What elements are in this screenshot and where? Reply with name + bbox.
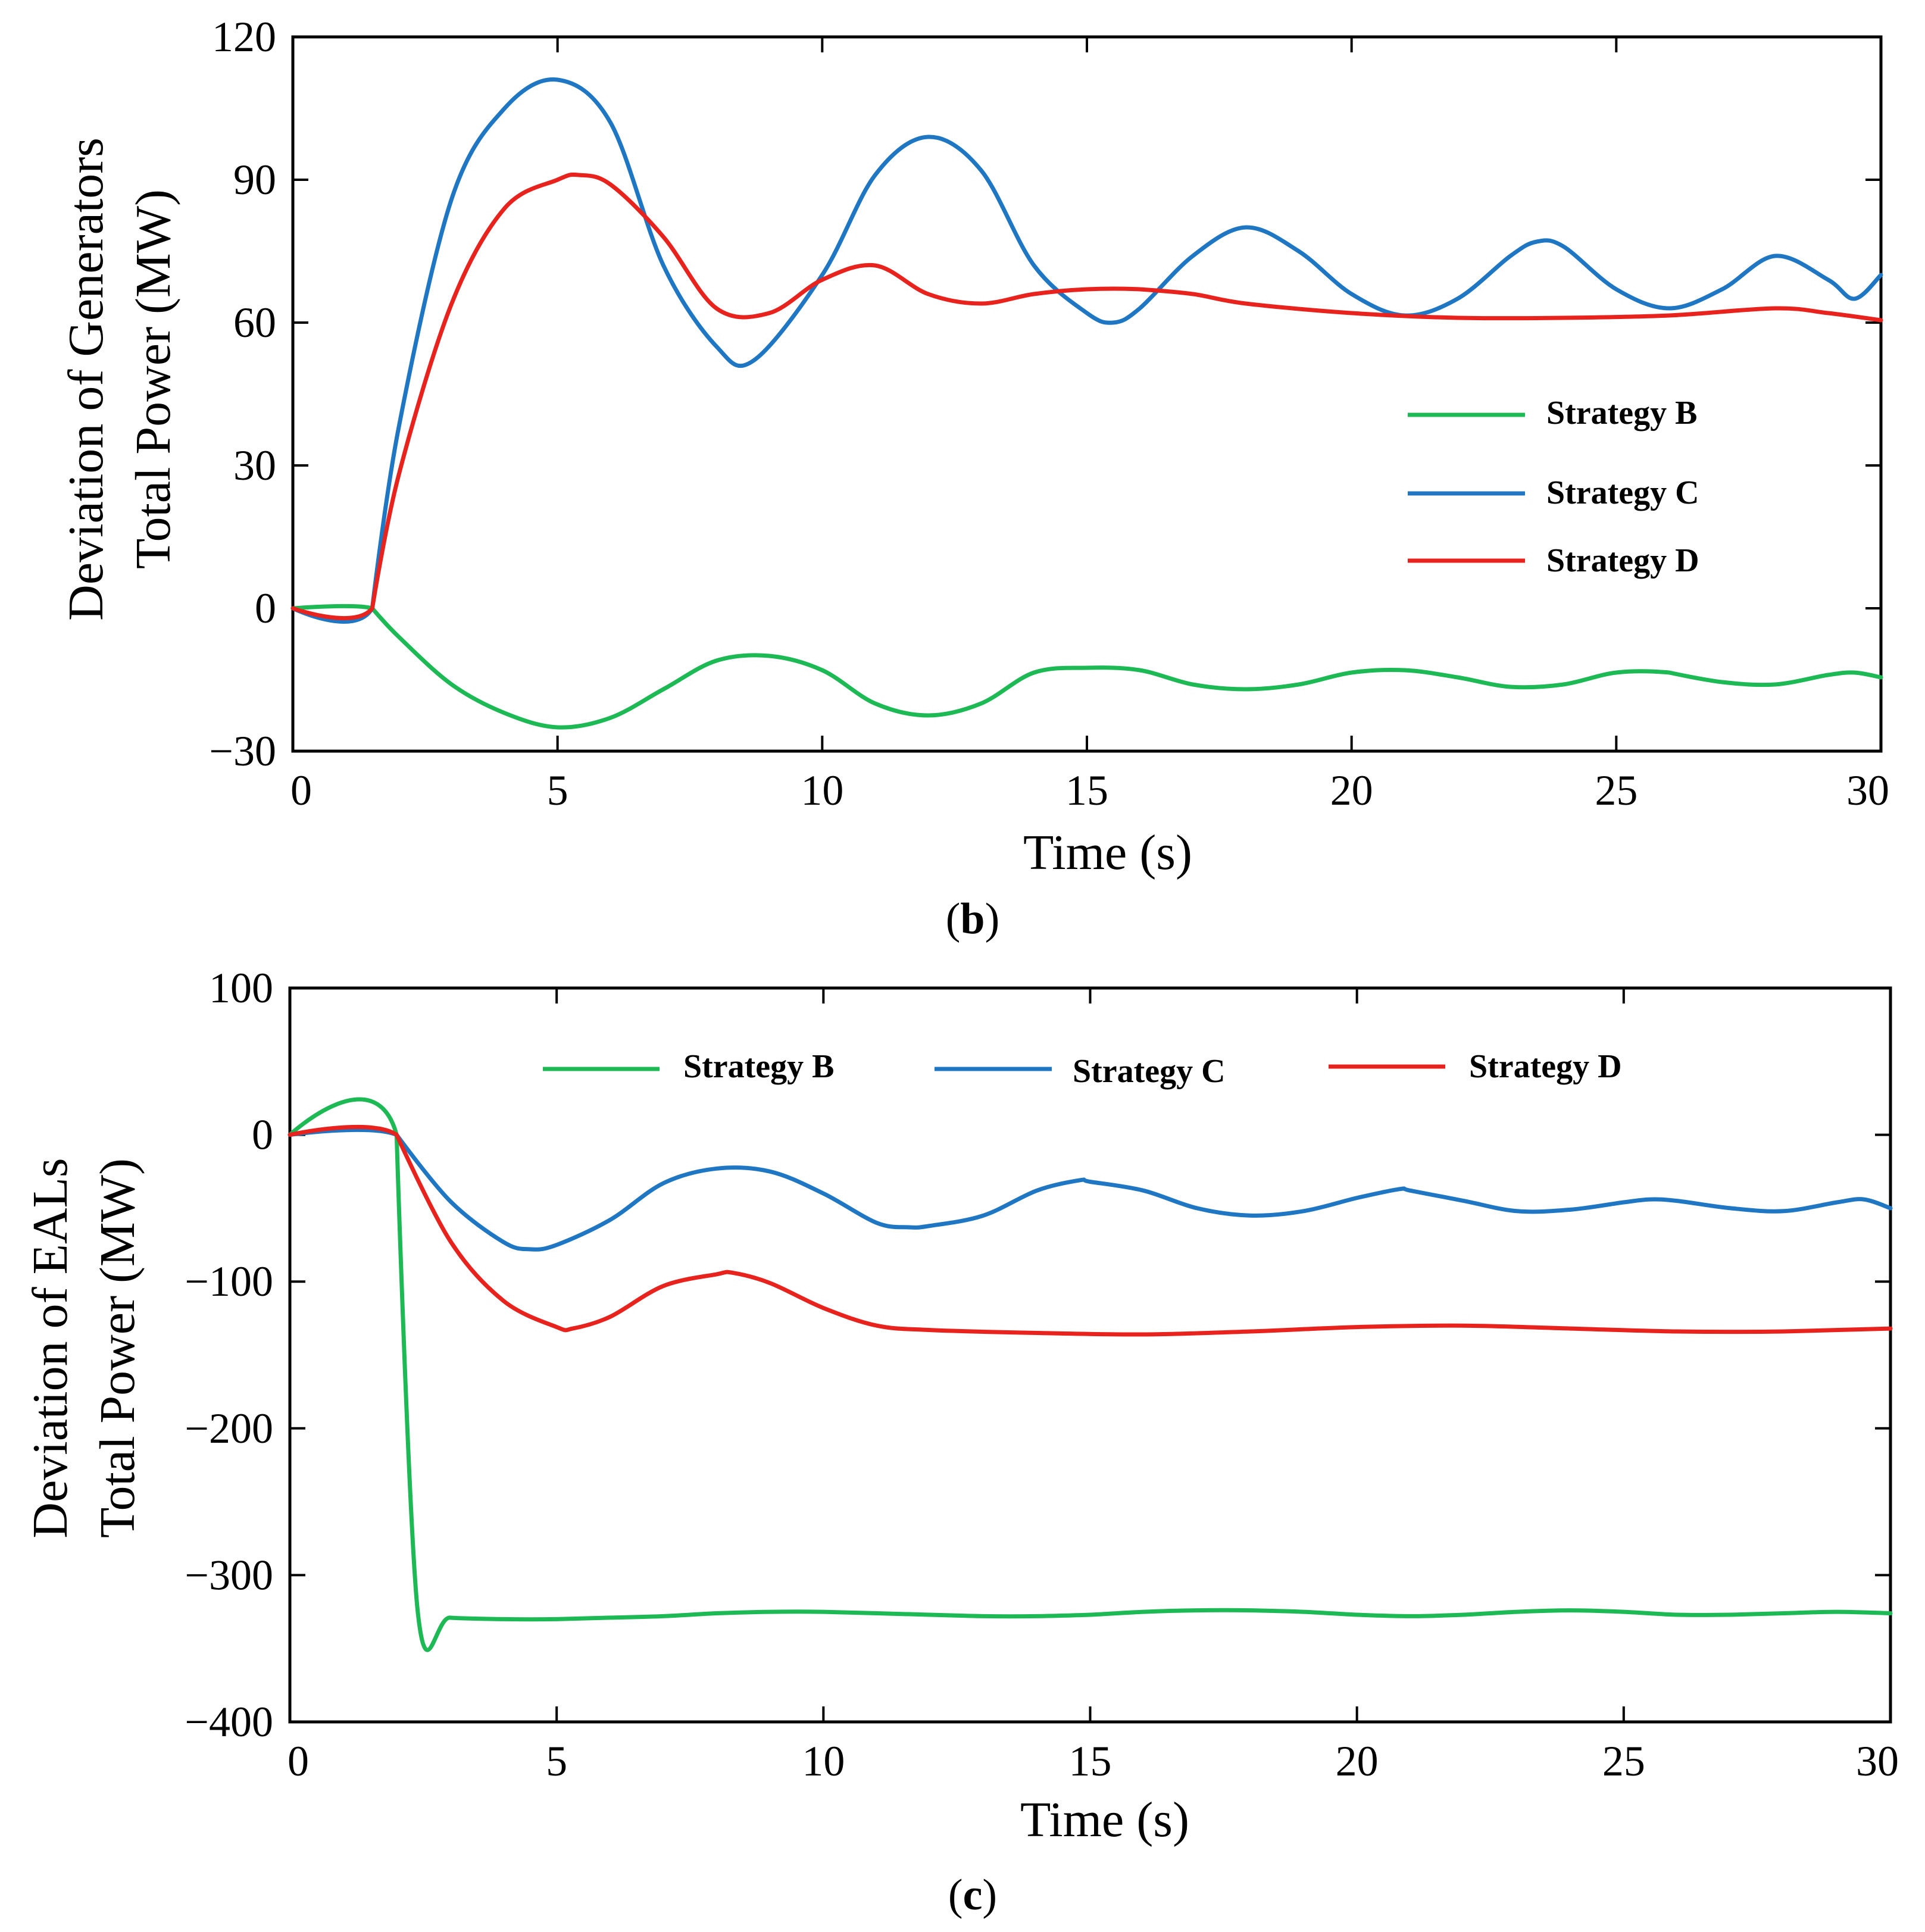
x-tick-label: 25 bbox=[1595, 767, 1638, 814]
chart-b: −30 0 30 60 90 120 0 5 10 15 20 25 30 Strategy B St… bbox=[58, 13, 1889, 943]
x-tick-label: 0 bbox=[288, 1737, 309, 1785]
y-axis-label-line1: Deviation of EALs bbox=[23, 1158, 78, 1538]
x-axis-label: Time (s) bbox=[1020, 1792, 1189, 1847]
y-tick-label: −400 bbox=[185, 1698, 273, 1746]
y-tick-label: 90 bbox=[233, 156, 276, 204]
caption-close: ) bbox=[982, 1871, 997, 1920]
chart-caption: (b) bbox=[946, 895, 999, 943]
x-tick-label: 25 bbox=[1602, 1737, 1645, 1785]
x-tick-label: 10 bbox=[802, 1737, 845, 1785]
x-tick-label: 10 bbox=[801, 767, 843, 814]
y-tick-label: 0 bbox=[252, 1111, 273, 1159]
series-line-strategy-c bbox=[290, 77, 1883, 624]
series-line-strategy-d bbox=[290, 172, 1883, 621]
y-tick-label: 100 bbox=[209, 964, 273, 1012]
legend-label-strategy-b: Strategy B bbox=[1546, 395, 1698, 432]
y-tick-label: −300 bbox=[185, 1551, 273, 1599]
caption-letter: b bbox=[960, 895, 985, 943]
y-axis-ticks: −30 0 30 60 90 120 bbox=[209, 13, 1881, 775]
chart-c: −400 −300 −200 −100 0 100 0 5 10 15 20 25 30 Strate… bbox=[23, 964, 1899, 1920]
caption-close: ) bbox=[985, 895, 1000, 943]
legend-label-strategy-d: Strategy D bbox=[1469, 1048, 1622, 1085]
y-tick-label: −100 bbox=[185, 1258, 273, 1305]
y-tick-label: −200 bbox=[185, 1405, 273, 1452]
caption-open: ( bbox=[948, 1871, 963, 1920]
x-tick-label: 30 bbox=[1856, 1737, 1899, 1785]
legend-label-strategy-d: Strategy D bbox=[1546, 542, 1699, 579]
x-axis-ticks: 0 5 10 15 20 25 30 bbox=[288, 988, 1899, 1785]
x-tick-label: 20 bbox=[1336, 1737, 1379, 1785]
legend-label-strategy-c: Strategy C bbox=[1073, 1053, 1226, 1090]
legend: Strategy B Strategy C Strategy D bbox=[1408, 395, 1699, 579]
legend: Strategy B Strategy C Strategy D bbox=[543, 1048, 1622, 1090]
series-line-strategy-b bbox=[288, 1097, 1893, 1652]
x-tick-label: 20 bbox=[1330, 767, 1373, 814]
x-tick-label: 15 bbox=[1069, 1737, 1112, 1785]
x-axis-ticks: 0 5 10 15 20 25 30 bbox=[290, 37, 1889, 814]
legend-label-strategy-b: Strategy B bbox=[683, 1048, 835, 1085]
series-line-strategy-b bbox=[290, 604, 1883, 730]
series-line-strategy-c bbox=[288, 1127, 1893, 1252]
y-tick-label: −30 bbox=[209, 727, 276, 775]
y-tick-label: 30 bbox=[233, 442, 276, 489]
x-tick-label: 5 bbox=[547, 767, 568, 814]
y-tick-label: 120 bbox=[212, 13, 276, 61]
x-axis-label: Time (s) bbox=[1023, 825, 1192, 880]
y-axis-label-line2: Total Power (MW) bbox=[90, 1158, 145, 1538]
y-axis-label-line1: Deviation of Generators bbox=[58, 137, 114, 621]
x-tick-label: 0 bbox=[290, 767, 312, 814]
x-tick-label: 5 bbox=[546, 1737, 567, 1785]
chart-caption: (c) bbox=[948, 1871, 997, 1920]
y-axis-label-line2: Total Power (MW) bbox=[126, 189, 181, 569]
caption-open: ( bbox=[946, 895, 961, 943]
series-lines bbox=[288, 1097, 1893, 1652]
y-tick-label: 60 bbox=[233, 299, 276, 346]
caption-letter: c bbox=[963, 1871, 983, 1920]
y-tick-label: 0 bbox=[255, 584, 276, 632]
legend-label-strategy-c: Strategy C bbox=[1546, 474, 1699, 511]
x-tick-label: 30 bbox=[1846, 767, 1889, 814]
series-line-strategy-d bbox=[288, 1124, 1893, 1337]
plot-frame bbox=[291, 35, 1883, 753]
series-lines bbox=[290, 77, 1883, 730]
x-tick-label: 15 bbox=[1065, 767, 1108, 814]
